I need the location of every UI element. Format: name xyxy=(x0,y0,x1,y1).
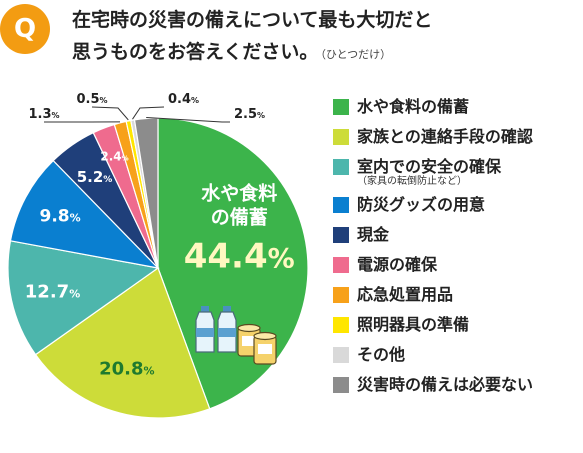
legend: 水や食料の備蓄 家族との連絡手段の確認 室内での安全の確保 （家具の転倒防止など） 防災… xyxy=(333,95,583,403)
legend-swatch xyxy=(333,129,349,145)
slice-label-3: 12.7% xyxy=(25,282,80,303)
pie-slice-4 xyxy=(9,159,160,269)
pie-chart: 水や食料の備蓄 44.4% 20.8% 12.7% 9.8% 5.2% 2.4% 1.3% 0.… xyxy=(7,92,309,419)
legend-swatch xyxy=(333,159,349,175)
leader-line-9 xyxy=(132,106,165,120)
question-line-2-text: 思うものをお答えください。 xyxy=(72,41,319,63)
legend-label: 家族との連絡手段の確認 xyxy=(357,127,533,146)
slice-label-4: 9.8% xyxy=(40,207,81,227)
leader-lines xyxy=(44,106,230,123)
legend-label: 応急処置用品 xyxy=(357,285,454,304)
question-note: （ひとつだけ） xyxy=(320,48,392,61)
legend-item-3: 室内での安全の確保 （家具の転倒防止など） xyxy=(333,155,583,193)
slice-label-8: 0.5% xyxy=(76,92,107,107)
legend-label: 防災グッズの用意 xyxy=(357,195,486,214)
water-and-canned-food-icon xyxy=(195,306,277,365)
legend-swatch xyxy=(333,197,349,213)
legend-note: （家具の転倒防止など） xyxy=(357,176,467,187)
slice-label-5: 5.2% xyxy=(77,168,113,186)
highlight-category-line-2: の備蓄 xyxy=(211,206,268,229)
legend-item-2: 家族との連絡手段の確認 xyxy=(333,125,583,155)
legend-swatch xyxy=(333,287,349,303)
legend-label: その他 xyxy=(357,345,406,364)
legend-item-4: 防災グッズの用意 xyxy=(333,193,583,223)
legend-swatch xyxy=(333,227,349,243)
legend-swatch xyxy=(333,257,349,273)
slice-label-9: 0.4% xyxy=(168,92,199,107)
legend-label: 電源の確保 xyxy=(357,255,438,274)
legend-swatch xyxy=(333,347,349,363)
question-text: 在宅時の災害の備えについて最も大切だと 思うものをお答えください。 （ひとつだけ） xyxy=(72,4,577,71)
slice-label-10: 2.5% xyxy=(234,107,265,122)
legend-swatch xyxy=(333,377,349,393)
question-badge: Q xyxy=(0,4,50,54)
legend-label: 室内での安全の確保 xyxy=(357,157,502,176)
slice-label-1: 44.4% xyxy=(184,237,295,277)
legend-label: 照明器具の準備 xyxy=(357,315,470,334)
leader-line-8 xyxy=(91,106,129,121)
legend-swatch xyxy=(333,99,349,115)
legend-label: 水や食料の備蓄 xyxy=(357,97,470,116)
legend-item-9: その他 xyxy=(333,343,583,373)
legend-item-7: 応急処置用品 xyxy=(333,283,583,313)
legend-item-10: 災害時の備えは必要ない xyxy=(333,373,583,403)
slice-label-2: 20.8% xyxy=(99,359,154,380)
legend-item-5: 現金 xyxy=(333,223,583,253)
question-line-1: 在宅時の災害の備えについて最も大切だと xyxy=(72,9,433,31)
legend-label: 災害時の備えは必要ない xyxy=(357,375,534,394)
leader-line-10 xyxy=(146,117,230,123)
legend-item-6: 電源の確保 xyxy=(333,253,583,283)
legend-swatch xyxy=(333,317,349,333)
pie-slice-3 xyxy=(7,240,160,356)
legend-item-1: 水や食料の備蓄 xyxy=(333,95,583,125)
slice-labels: 水や食料の備蓄 44.4% 20.8% 12.7% 9.8% 5.2% 2.4% 1.3% 0.… xyxy=(25,92,295,380)
slice-label-6: 2.4% xyxy=(100,149,128,163)
pie-slice-2 xyxy=(34,267,211,419)
highlight-category-line-1: 水や食料 xyxy=(201,182,277,205)
legend-label: 現金 xyxy=(357,225,390,244)
legend-item-8: 照明器具の準備 xyxy=(333,313,583,343)
question-line-2: 思うものをお答えください。 （ひとつだけ） xyxy=(72,36,577,71)
slice-label-7: 1.3% xyxy=(28,107,59,122)
